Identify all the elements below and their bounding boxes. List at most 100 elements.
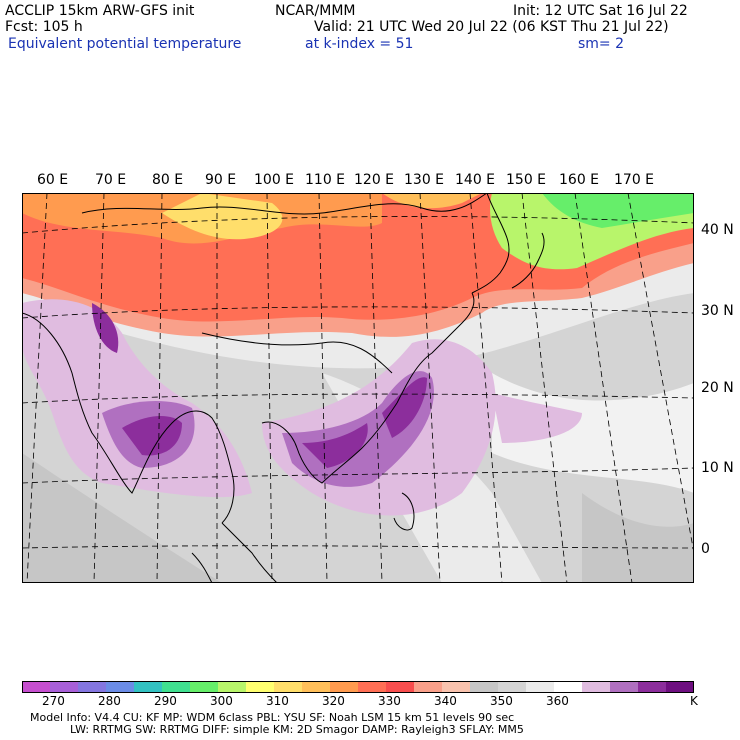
lat-label: 0 (701, 541, 710, 557)
coastline-philippines (393, 492, 415, 531)
lon-label: 80 E (152, 172, 184, 188)
coastline-south-asia (22, 312, 235, 524)
level-index: at k-index = 51 (305, 36, 414, 52)
graticule-meridian (574, 193, 633, 583)
colorbar-swatch (554, 681, 583, 693)
lat-label: 30 N (701, 303, 734, 319)
theta-e-grey-region (22, 453, 222, 583)
colorbar-label: 270 (42, 694, 65, 708)
graticule-meridian (93, 193, 105, 583)
graticule-10n (22, 467, 694, 484)
colorbar-swatch (218, 681, 247, 693)
colorbar-swatch (498, 681, 527, 693)
colorbar-swatch (22, 681, 51, 693)
theta-e-300-region (542, 193, 694, 228)
graticule-meridian (318, 193, 328, 583)
lon-label: 140 E (455, 172, 496, 188)
colorbar-frame (22, 681, 694, 693)
colorbar-swatch (330, 681, 359, 693)
colorbar-swatch (610, 681, 639, 693)
colorbar-label: 340 (434, 694, 457, 708)
colorbar-label: 280 (98, 694, 121, 708)
lon-label: 110 E (305, 172, 346, 188)
coastline-korea (471, 193, 510, 294)
colorbar-label: 290 (154, 694, 177, 708)
theta-e-375-region (92, 303, 119, 353)
colorbar-swatch (274, 681, 303, 693)
graticule-meridian (419, 193, 441, 583)
theta-e-375-region (382, 377, 427, 438)
colorbar-label: 350 (490, 694, 513, 708)
lon-label: 170 E (614, 172, 655, 188)
graticule-meridian (369, 193, 383, 583)
graticule-0 (22, 545, 694, 549)
coastline-china (396, 292, 475, 404)
colorbar-swatch (666, 681, 694, 693)
field-name: Equivalent potential temperature (8, 36, 242, 52)
colorbar-swatch (526, 681, 555, 693)
lat-label: 10 N (701, 460, 734, 476)
theta-e-white-region (492, 373, 694, 493)
colorbar-swatch (134, 681, 163, 693)
colorbar-swatch (386, 681, 415, 693)
colorbar-swatch (50, 681, 79, 693)
init-time: Init: 12 UTC Sat 16 Jul 22 (513, 3, 688, 19)
graticule-meridian (521, 193, 568, 583)
lon-label: 70 E (95, 172, 127, 188)
lat-label: 40 N (701, 222, 734, 238)
theta-e-375-region (302, 423, 368, 468)
lon-label: 150 E (506, 172, 547, 188)
colorbar-swatch (78, 681, 107, 693)
lon-label: 100 E (254, 172, 295, 188)
theta-e-375-region (122, 416, 182, 456)
colorbar-swatch (162, 681, 191, 693)
colorbar-label: 360 (546, 694, 569, 708)
coastline-sumatra (191, 552, 213, 583)
coastline-indochina (261, 402, 398, 484)
border-central-asia (81, 193, 488, 215)
model-info-line1: Model Info: V4.4 CU: KF MP: WDM 6class P… (30, 711, 515, 724)
colorbar-swatch (470, 681, 499, 693)
graticule-40n (22, 216, 694, 234)
colorbar-swatch (246, 681, 275, 693)
map-frame (22, 193, 694, 583)
colorbar-swatch (302, 681, 331, 693)
theta-e-365-region (492, 393, 582, 443)
colorbar-swatch (638, 681, 667, 693)
colorbar-swatch (442, 681, 471, 693)
colorbar-swatch (106, 681, 135, 693)
smoothing: sm= 2 (578, 36, 625, 52)
theta-e-315-region (162, 193, 283, 240)
model-title: ACCLIP 15km ARW-GFS init (5, 3, 195, 19)
coastline-japan (511, 232, 545, 289)
model-info-line2: LW: RRTMG SW: RRTMG DIFF: simple KM: 2D … (70, 723, 524, 736)
colorbar-label: 300 (210, 694, 233, 708)
graticule-meridian (469, 193, 503, 583)
theta-e-map (22, 193, 694, 583)
lon-label: 130 E (404, 172, 445, 188)
forecast-hour: Fcst: 105 h (5, 19, 83, 35)
theta-e-grey-region (582, 493, 694, 583)
theta-e-365-region (22, 299, 252, 498)
colorbar-swatch (358, 681, 387, 693)
lon-label: 120 E (354, 172, 395, 188)
colorbar-swatch (190, 681, 219, 693)
lon-label: 90 E (205, 172, 237, 188)
graticule-meridian (26, 193, 48, 583)
lon-label: 160 E (559, 172, 600, 188)
colorbar-unit: K (690, 694, 698, 708)
colorbar-label: 310 (266, 694, 289, 708)
colorbar (22, 681, 694, 693)
coastline-malay (221, 522, 278, 583)
organization: NCAR/MMM (275, 3, 356, 19)
graticule-meridian (266, 193, 273, 583)
graticule-meridian (627, 193, 694, 554)
valid-time: Valid: 21 UTC Wed 20 Jul 22 (06 KST Thu … (314, 19, 669, 35)
graticule-meridian (156, 193, 163, 583)
colorbar-label: 330 (378, 694, 401, 708)
colorbar-label: 320 (322, 694, 345, 708)
colorbar-swatch (582, 681, 611, 693)
lat-label: 20 N (701, 380, 734, 396)
colorbar-swatch (414, 681, 443, 693)
lon-label: 60 E (37, 172, 69, 188)
